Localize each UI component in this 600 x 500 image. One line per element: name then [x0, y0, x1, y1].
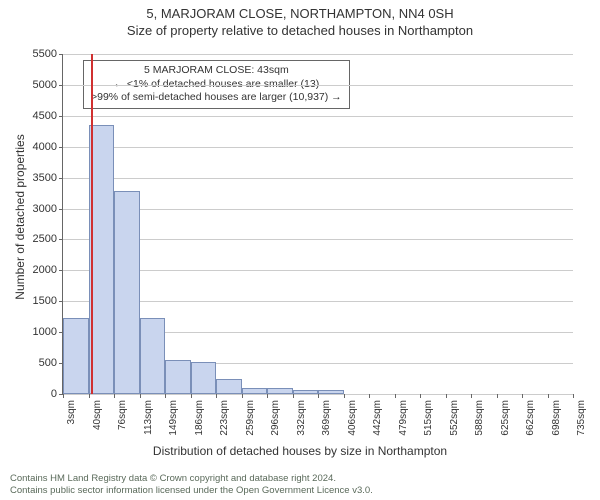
xtick-mark — [395, 394, 396, 398]
xtick-mark — [522, 394, 523, 398]
histogram-bar — [242, 388, 268, 394]
xtick-label: 735sqm — [576, 400, 587, 436]
ytick-label: 4500 — [33, 110, 57, 122]
xtick-label: 698sqm — [551, 400, 562, 436]
xtick-label: 442sqm — [372, 400, 383, 436]
histogram-bar — [140, 318, 166, 394]
ytick-mark — [59, 270, 63, 271]
marker-line — [91, 54, 93, 394]
xtick-mark — [63, 394, 64, 398]
ytick-label: 0 — [51, 388, 57, 400]
ytick-mark — [59, 239, 63, 240]
gridline — [63, 301, 573, 302]
ytick-mark — [59, 54, 63, 55]
y-axis-label: Number of detached properties — [13, 117, 27, 317]
xtick-label: 223sqm — [219, 400, 230, 436]
xtick-mark — [548, 394, 549, 398]
gridline — [63, 209, 573, 210]
xtick-label: 515sqm — [423, 400, 434, 436]
footer-line2: Contains public sector information licen… — [10, 485, 373, 496]
xtick-mark — [242, 394, 243, 398]
xtick-label: 369sqm — [321, 400, 332, 436]
xtick-label: 588sqm — [474, 400, 485, 436]
xtick-mark — [140, 394, 141, 398]
ytick-mark — [59, 85, 63, 86]
ytick-label: 2000 — [33, 264, 57, 276]
xtick-mark — [420, 394, 421, 398]
xtick-label: 259sqm — [245, 400, 256, 436]
ytick-label: 5000 — [33, 79, 57, 91]
footer-line1: Contains HM Land Registry data © Crown c… — [10, 473, 373, 484]
xtick-label: 296sqm — [270, 400, 281, 436]
xtick-mark — [344, 394, 345, 398]
xtick-mark — [216, 394, 217, 398]
chart-subtitle: Size of property relative to detached ho… — [0, 21, 600, 38]
chart-plot-area: 5 MARJORAM CLOSE: 43sqm ← <1% of detache… — [62, 54, 573, 395]
xtick-label: 406sqm — [347, 400, 358, 436]
xtick-mark — [573, 394, 574, 398]
gridline — [63, 239, 573, 240]
histogram-bar — [216, 379, 242, 394]
xtick-label: 113sqm — [143, 400, 154, 435]
xtick-label: 625sqm — [500, 400, 511, 436]
xtick-mark — [497, 394, 498, 398]
xtick-mark — [318, 394, 319, 398]
footer-attribution: Contains HM Land Registry data © Crown c… — [10, 473, 373, 496]
gridline — [63, 270, 573, 271]
xtick-mark — [293, 394, 294, 398]
ytick-mark — [59, 147, 63, 148]
ytick-label: 500 — [39, 357, 57, 369]
xtick-mark — [114, 394, 115, 398]
gridline — [63, 85, 573, 86]
xtick-label: 186sqm — [194, 400, 205, 436]
xtick-label: 40sqm — [92, 400, 103, 430]
histogram-bar — [267, 388, 293, 394]
annotation-line1: 5 MARJORAM CLOSE: 43sqm — [91, 64, 342, 78]
histogram-bar — [165, 360, 191, 394]
chart-container: 5, MARJORAM CLOSE, NORTHAMPTON, NN4 0SH … — [0, 0, 600, 500]
ytick-mark — [59, 301, 63, 302]
histogram-bar — [114, 191, 140, 394]
ytick-label: 3500 — [33, 172, 57, 184]
histogram-bar — [293, 390, 319, 394]
ytick-label: 1000 — [33, 326, 57, 338]
ytick-label: 3000 — [33, 203, 57, 215]
gridline — [63, 147, 573, 148]
ytick-label: 4000 — [33, 141, 57, 153]
xtick-mark — [471, 394, 472, 398]
xtick-mark — [191, 394, 192, 398]
ytick-label: 1500 — [33, 295, 57, 307]
histogram-bar — [63, 318, 89, 394]
ytick-mark — [59, 178, 63, 179]
xtick-label: 76sqm — [117, 400, 128, 430]
gridline — [63, 54, 573, 55]
xtick-label: 662sqm — [525, 400, 536, 436]
xtick-mark — [369, 394, 370, 398]
xtick-label: 332sqm — [296, 400, 307, 436]
xtick-label: 3sqm — [66, 400, 77, 424]
ytick-mark — [59, 116, 63, 117]
xtick-mark — [446, 394, 447, 398]
ytick-label: 2500 — [33, 233, 57, 245]
xtick-mark — [267, 394, 268, 398]
annotation-line3: >99% of semi-detached houses are larger … — [91, 91, 342, 105]
xtick-mark — [165, 394, 166, 398]
gridline — [63, 178, 573, 179]
histogram-bar — [318, 390, 344, 394]
xtick-label: 479sqm — [398, 400, 409, 436]
ytick-label: 5500 — [33, 48, 57, 60]
gridline — [63, 116, 573, 117]
xtick-label: 149sqm — [168, 400, 179, 436]
histogram-bar — [191, 362, 217, 394]
ytick-mark — [59, 209, 63, 210]
xtick-mark — [89, 394, 90, 398]
x-axis-label: Distribution of detached houses by size … — [0, 444, 600, 458]
page-title: 5, MARJORAM CLOSE, NORTHAMPTON, NN4 0SH — [0, 0, 600, 21]
xtick-label: 552sqm — [449, 400, 460, 436]
